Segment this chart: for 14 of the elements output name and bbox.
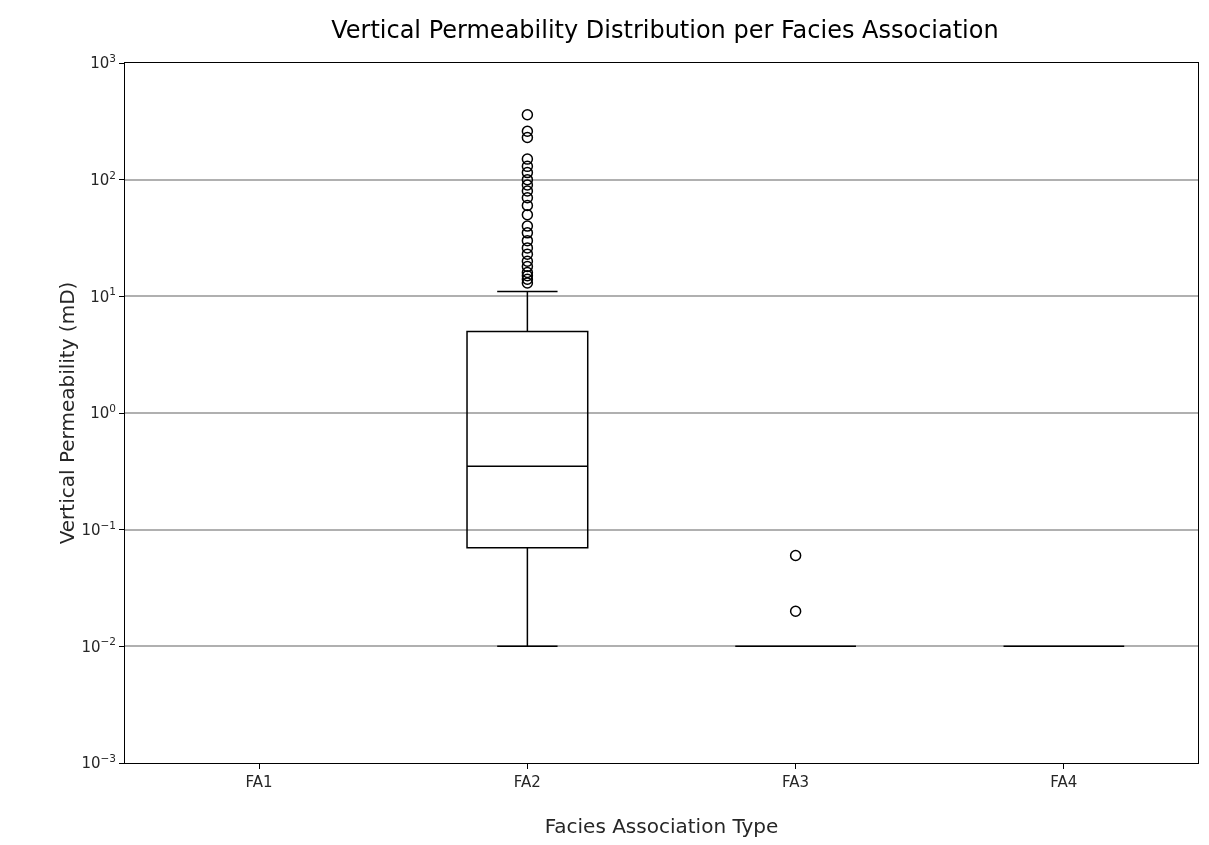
x-tick-label: FA4 xyxy=(1050,773,1078,791)
x-axis-title: Facies Association Type xyxy=(544,814,779,838)
y-tick-label: 10$^{−1}$ xyxy=(81,518,116,539)
y-axis-title: Vertical Permeability (mD) xyxy=(55,281,80,545)
y-tick-label: 10$^{0}$ xyxy=(90,401,116,423)
chart-title: Vertical Permeability Distribution per Facies Association xyxy=(331,15,999,44)
x-tick-label: FA1 xyxy=(245,773,273,791)
y-tick-label: 10$^{2}$ xyxy=(90,168,116,189)
y-tick-label: 10$^{1}$ xyxy=(90,285,116,306)
y-tick-label: 10$^{−3}$ xyxy=(81,751,116,773)
y-tick-label: 10$^{−2}$ xyxy=(81,635,116,656)
x-tick-label: FA3 xyxy=(782,773,810,791)
y-tick-label: 10$^{3}$ xyxy=(90,51,116,73)
x-tick-label: FA2 xyxy=(513,773,541,791)
